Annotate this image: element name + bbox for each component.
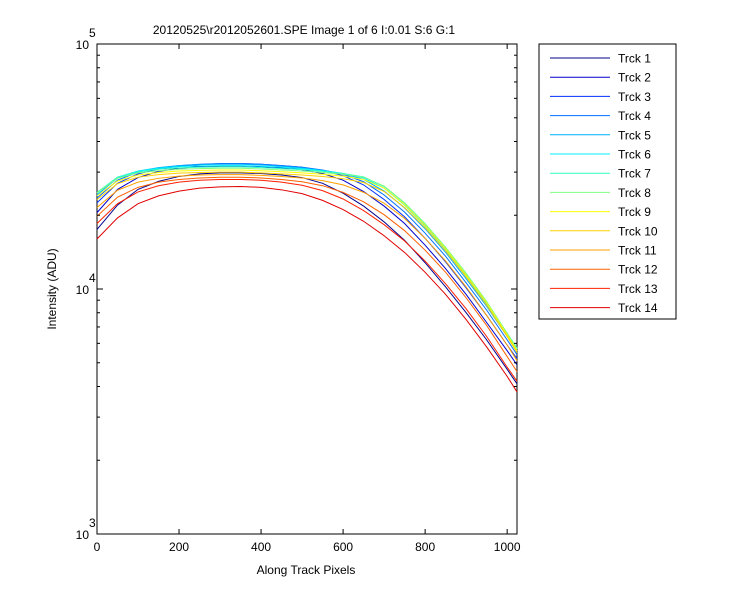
y-tick-label: 10 xyxy=(76,528,90,542)
legend-label: Trck 8 xyxy=(618,186,651,200)
x-tick-label: 200 xyxy=(169,540,189,554)
legend-entries: Trck 1 Trck 2 Trck 3 Trck 4 Trck 5 Trck 6 Trck… xyxy=(550,52,658,315)
legend-label: Trck 6 xyxy=(618,148,651,162)
legend-label: Trck 14 xyxy=(618,301,658,315)
series-line-8 xyxy=(96,167,518,350)
series-line-10 xyxy=(96,171,518,353)
y-axis-label: Intensity (ADU) xyxy=(45,248,59,329)
series-line-1 xyxy=(96,172,518,385)
y-tick-exponent: 5 xyxy=(89,26,96,40)
x-tick-label: 400 xyxy=(251,540,271,554)
series-line-11 xyxy=(96,174,518,361)
legend-label: Trck 4 xyxy=(618,109,651,123)
legend: Trck 1 Trck 2 Trck 3 Trck 4 Trck 5 Trck 6 Trck… xyxy=(538,43,677,320)
legend-label: Trck 7 xyxy=(618,167,651,181)
x-axis: 0 200 400 600 800 1000 xyxy=(94,44,521,554)
series-layer xyxy=(96,163,518,393)
legend-label: Trck 2 xyxy=(618,71,651,85)
x-tick-label: 600 xyxy=(333,540,353,554)
legend-label: Trck 5 xyxy=(618,128,651,142)
legend-label: Trck 11 xyxy=(618,244,657,258)
legend-label: Trck 1 xyxy=(618,52,651,66)
x-tick-label: 1000 xyxy=(494,540,521,554)
series-line-13 xyxy=(96,178,518,382)
x-axis-label: Along Track Pixels xyxy=(257,563,356,577)
series-line-7 xyxy=(96,166,518,349)
x-tick-label: 0 xyxy=(94,540,101,554)
legend-label: Trck 3 xyxy=(618,90,651,104)
series-line-5 xyxy=(96,163,518,351)
chart-title: 20120525\r2012052601.SPE Image 1 of 6 I:… xyxy=(153,23,456,37)
y-tick-label: 10 xyxy=(76,38,90,52)
y-tick-exponent: 3 xyxy=(89,516,96,530)
series-line-6 xyxy=(96,165,518,350)
legend-label: Trck 9 xyxy=(618,205,651,219)
legend-label: Trck 10 xyxy=(618,224,658,238)
legend-box xyxy=(538,43,677,320)
x-tick-label: 800 xyxy=(415,540,435,554)
legend-label: Trck 13 xyxy=(618,282,658,296)
legend-label: Trck 12 xyxy=(618,263,658,277)
series-line-9 xyxy=(96,169,518,351)
y-tick-exponent: 4 xyxy=(89,271,96,285)
series-line-14 xyxy=(96,186,518,393)
series-line-12 xyxy=(96,176,518,372)
y-tick-label: 10 xyxy=(76,283,90,297)
plot-area xyxy=(96,43,518,535)
